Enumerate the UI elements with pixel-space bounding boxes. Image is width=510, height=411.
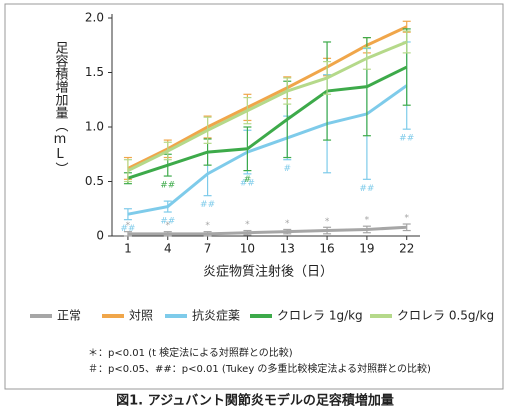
legend-label: 対照 — [129, 309, 153, 323]
x-axis-label: 炎症物質注射後（日） — [203, 264, 333, 280]
x-tick-label: 13 — [280, 242, 295, 256]
significance-mark: ## — [359, 184, 374, 194]
significance-mark: ## — [200, 200, 215, 210]
note: ＊：p<0.01 (t 検定法による対照群との比較) — [88, 346, 293, 359]
frame — [4, 3, 504, 390]
series-line — [127, 40, 408, 172]
legend-label: 正常 — [57, 309, 81, 323]
significance-mark: ## — [240, 178, 255, 188]
significance-mark: * — [126, 221, 131, 231]
significance-mark: * — [365, 216, 370, 226]
y-tick-label: 1.0 — [85, 120, 104, 134]
y-tick-label: 0.5 — [85, 174, 104, 188]
series-line — [127, 65, 408, 180]
x-tick-label: 16 — [319, 242, 334, 256]
y-axis-label: 足容積増加量（mL） — [53, 41, 69, 175]
significance-mark: ## — [120, 224, 135, 234]
significance-mark: * — [404, 214, 409, 224]
significance-mark: ## — [160, 181, 175, 191]
chart-title: 図1. アジュバント関節炎モデルの足容積増加量 — [116, 393, 394, 409]
x-tick-label: 1 — [124, 242, 132, 256]
series-line — [127, 25, 408, 170]
significance-mark: # — [244, 175, 252, 185]
series-line — [127, 84, 408, 216]
x-tick-label: 10 — [240, 242, 255, 256]
y-tick-label: 2.0 — [85, 11, 104, 25]
series-line — [127, 225, 407, 236]
y-tick-label: 0 — [96, 229, 104, 243]
x-tick-label: 7 — [204, 242, 212, 256]
significance-mark: * — [205, 221, 210, 231]
significance-mark: # — [283, 164, 291, 174]
legend-label: クロレラ 0.5g/kg — [397, 309, 494, 323]
note: ＃：p<0.05、##：p<0.01 (Tukey の多重比較検定法よる対照群と… — [88, 362, 431, 375]
y-tick-label: 1.5 — [85, 65, 104, 79]
significance-mark: ## — [399, 134, 414, 144]
significance-mark: * — [285, 219, 290, 229]
significance-mark: ## — [160, 217, 175, 227]
significance-mark: * — [245, 220, 250, 230]
x-tick-label: 4 — [164, 242, 172, 256]
significance-mark: * — [325, 217, 330, 227]
x-tick-label: 22 — [399, 242, 414, 256]
legend-label: 抗炎症薬 — [192, 308, 240, 323]
significance-mark: * — [166, 221, 171, 231]
legend-label: クロレラ 1g/kg — [277, 309, 363, 323]
x-tick-label: 19 — [359, 242, 374, 256]
